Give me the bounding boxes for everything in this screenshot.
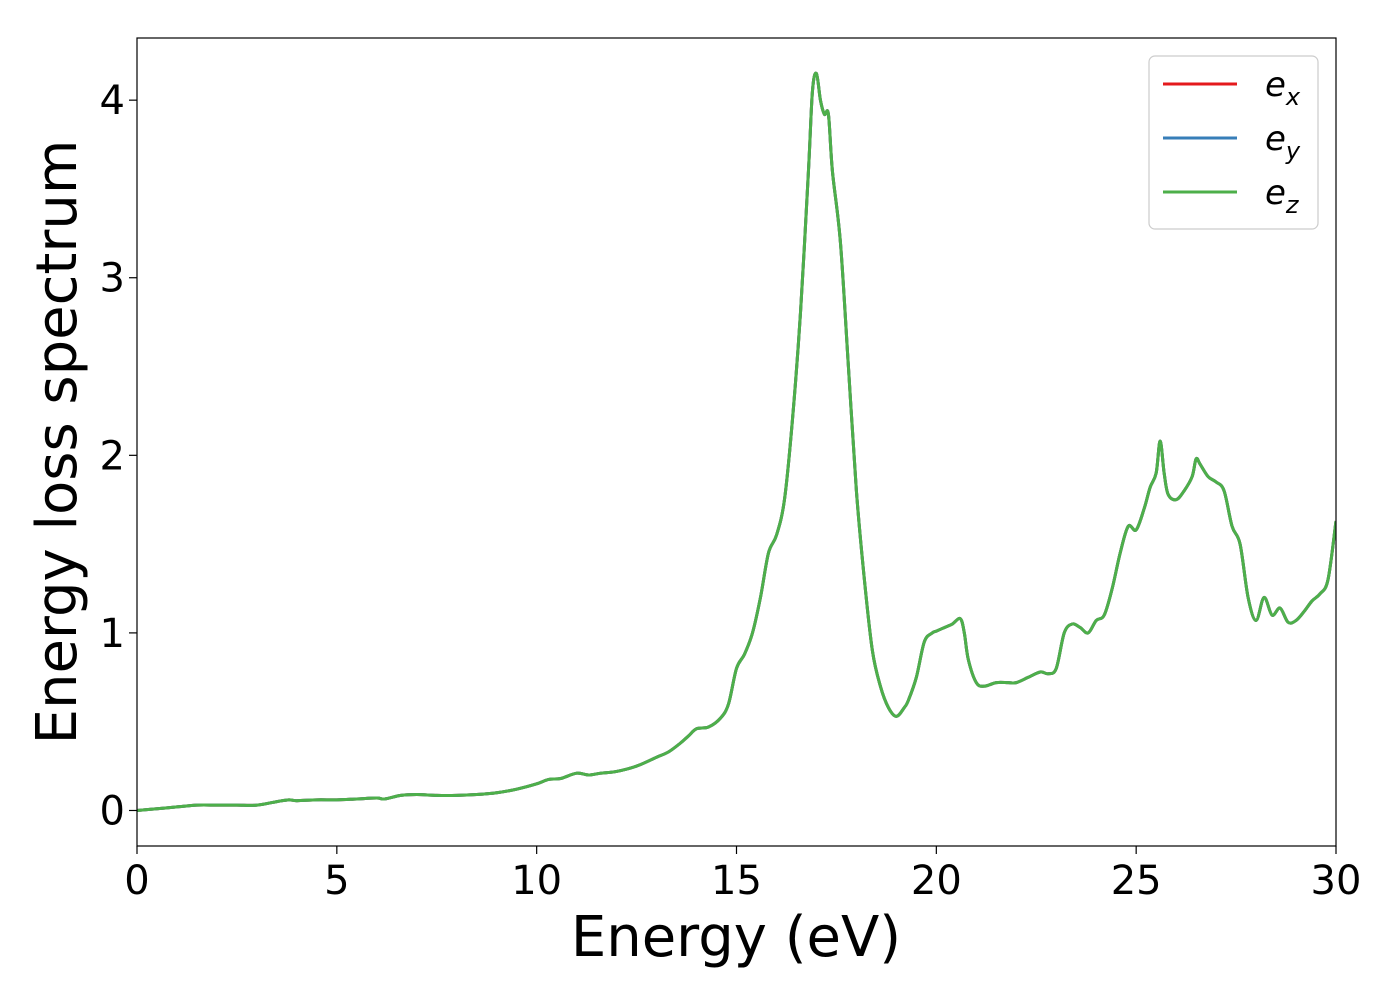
x-tick-label: 20 [911,858,962,904]
x-axis: 0 5 10 15 20 25 30 [124,846,1361,904]
legend-label-ez: ez [1265,173,1300,219]
x-tick-label: 15 [711,858,762,904]
series-line-ez [137,71,1336,812]
y-tick-label: 4 [100,78,125,124]
plot-area [137,38,1336,846]
x-axis-title: Energy (eV) [571,905,901,970]
legend-box [1148,55,1319,230]
legend-label-ex: ex [1265,65,1301,111]
legend-label-ey: ey [1265,119,1301,165]
y-tick-label: 2 [100,433,125,479]
legend: ex ey ez [1148,55,1319,230]
y-axis: 0 1 2 3 4 [100,78,137,834]
x-tick-label: 30 [1311,858,1362,904]
y-tick-label: 0 [100,788,125,834]
y-axis-title: Energy loss spectrum [25,140,90,745]
series-layer [137,71,1336,812]
x-tick-label: 25 [1111,858,1162,904]
x-tick-label: 5 [324,858,349,904]
x-tick-label: 10 [511,858,562,904]
y-tick-label: 1 [100,611,125,657]
x-tick-label: 0 [124,858,149,904]
y-tick-label: 3 [100,256,125,302]
